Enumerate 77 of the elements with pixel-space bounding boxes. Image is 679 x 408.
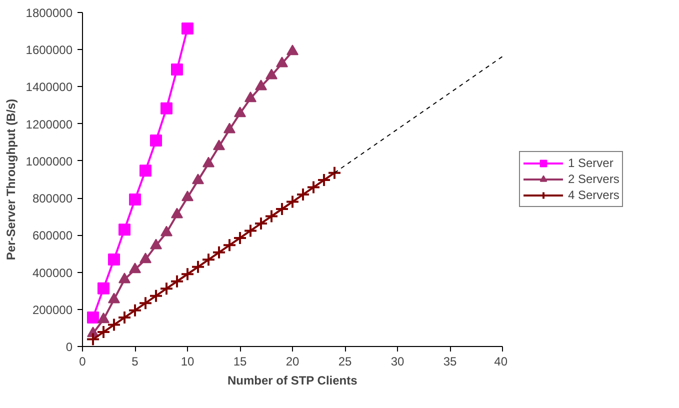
point: [202, 156, 214, 168]
x-tick-label: 30: [390, 354, 404, 368]
point: [255, 80, 267, 90]
point: [171, 208, 183, 218]
point: [276, 56, 288, 68]
y-tick-label: 200000: [32, 302, 73, 317]
point: [286, 44, 298, 56]
point: [244, 92, 256, 102]
point: [160, 102, 172, 114]
x-tick-label: 10: [180, 354, 194, 368]
point: [317, 173, 331, 188]
point: [182, 22, 194, 34]
y-tick-label: 600000: [32, 228, 73, 243]
y-tick-label: 1800000: [26, 6, 73, 20]
point: [296, 188, 310, 202]
point: [87, 312, 99, 324]
point: [213, 140, 225, 150]
y-tick-label: 1200000: [26, 117, 73, 132]
x-tick-label: 0: [79, 354, 86, 368]
x-tick-label: 15: [233, 354, 247, 368]
y-tick-label: 1000000: [26, 154, 73, 168]
x-tick-label: 35: [443, 354, 457, 368]
y-tick-label: 1400000: [26, 80, 73, 94]
x-tick-label: 25: [338, 354, 352, 368]
point: [286, 194, 300, 209]
x-tick-label: 40: [494, 354, 508, 368]
point: [171, 63, 183, 76]
point: [192, 174, 204, 184]
point: [202, 252, 216, 267]
point: [138, 296, 152, 310]
point: [150, 134, 162, 147]
legend-label: 2 Servers: [568, 171, 620, 187]
point: [212, 245, 226, 260]
point: [96, 325, 110, 340]
point: [234, 106, 246, 118]
y-tick-label: 1600000: [26, 43, 73, 58]
point: [108, 253, 120, 266]
point: [233, 230, 247, 245]
point: [118, 272, 130, 284]
point: [254, 216, 268, 230]
point: [107, 318, 121, 332]
point: [182, 190, 194, 202]
point: [191, 260, 205, 274]
point: [129, 262, 141, 274]
y-tick-label: 0: [66, 340, 73, 354]
point: [118, 224, 130, 236]
point: [264, 209, 278, 224]
point: [129, 194, 141, 206]
point: [98, 282, 110, 294]
point: [140, 252, 152, 264]
point: [328, 166, 342, 180]
y-tick-label: 800000: [32, 192, 73, 206]
legend-label: 4 Servers: [568, 187, 620, 203]
point: [306, 180, 320, 194]
legend-label: 1 Server: [568, 155, 614, 171]
point: [118, 310, 132, 325]
point: [170, 274, 184, 288]
x-tick-label: 5: [132, 354, 139, 368]
point: [160, 282, 174, 296]
point: [222, 238, 236, 252]
point: [140, 164, 152, 177]
point: [108, 292, 120, 304]
point: [149, 288, 163, 303]
point: [150, 238, 162, 250]
point: [266, 68, 278, 80]
point: [275, 202, 289, 216]
point: [244, 224, 258, 238]
point: [128, 303, 142, 318]
x-axis-title: Number of STP Clients: [227, 374, 358, 388]
point: [98, 312, 110, 324]
point: [180, 267, 194, 282]
point: [224, 122, 236, 134]
point: [160, 226, 172, 236]
y-tick-label: 400000: [32, 266, 73, 280]
y-axis-title: Per-Server Throughput (B/s): [4, 98, 18, 260]
point: [86, 332, 100, 346]
x-tick-label: 20: [286, 354, 300, 368]
